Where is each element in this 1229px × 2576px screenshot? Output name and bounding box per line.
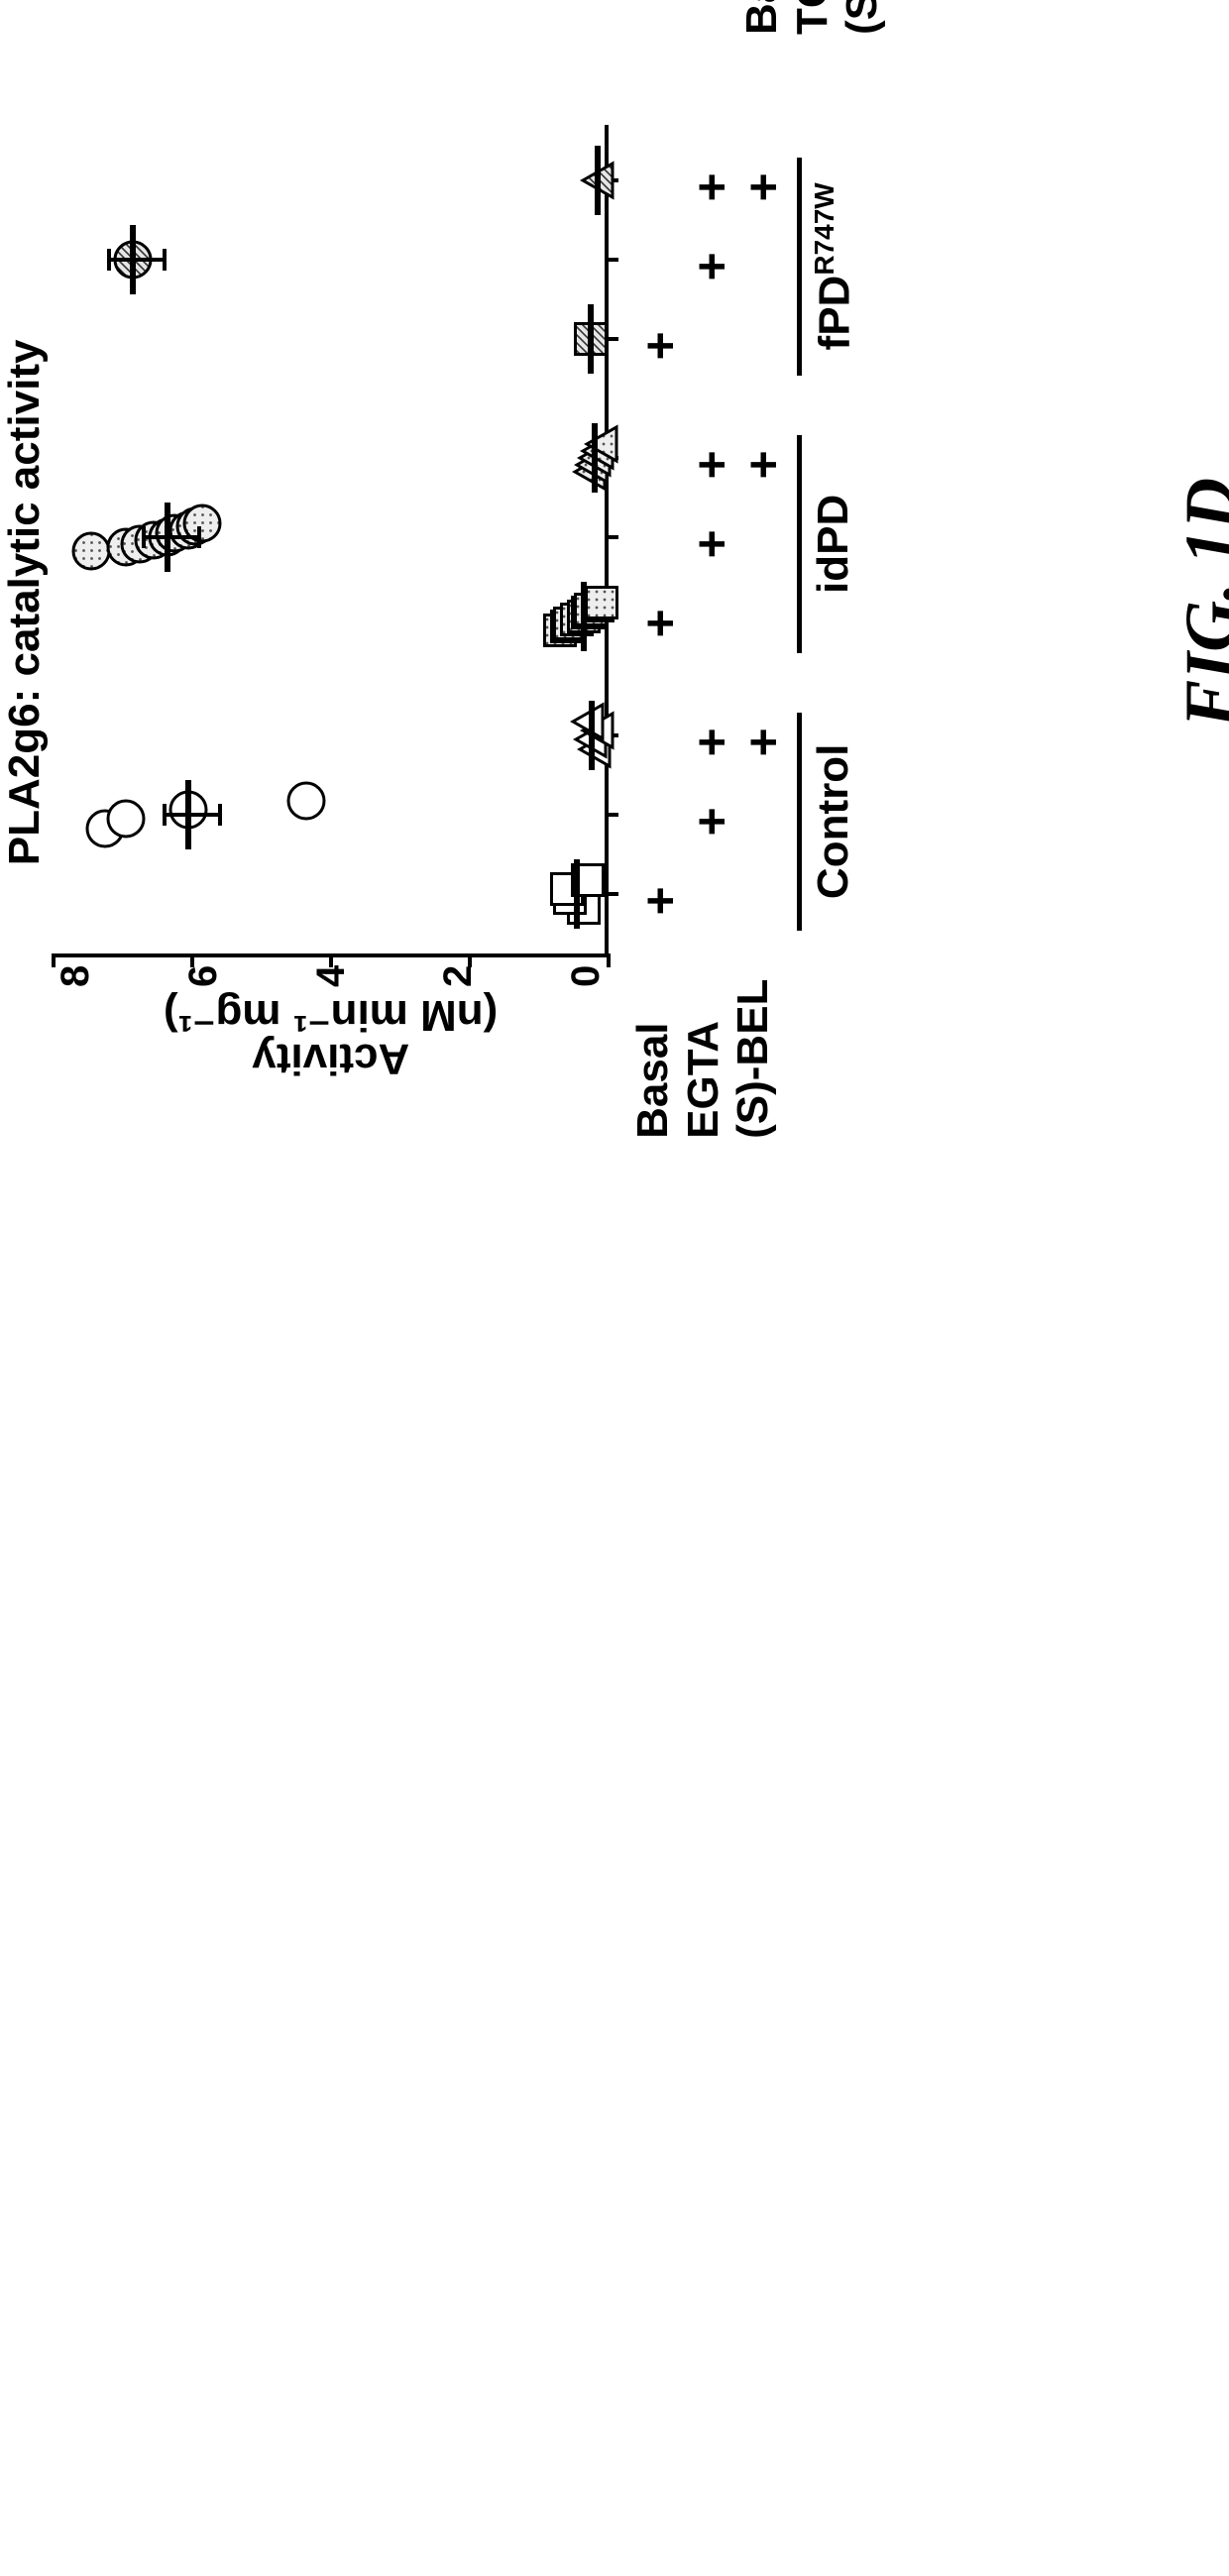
data-point: [287, 781, 326, 820]
median-line: [589, 701, 595, 770]
median-line: [588, 304, 594, 374]
condition-label: EGTA: [679, 960, 729, 1139]
condition-label: Basal: [628, 960, 679, 1139]
condition-plus: +: [631, 609, 689, 637]
condition-plus: +: [734, 728, 792, 756]
data-point: [584, 424, 619, 464]
ytick-label: 0: [564, 965, 609, 987]
condition-plus: +: [631, 886, 689, 915]
condition-label: (S)-BEL: [838, 0, 888, 35]
data-point: [585, 586, 618, 619]
ytick-label: 6: [181, 965, 226, 987]
median-line: [592, 423, 598, 493]
condition-plus: +: [683, 252, 740, 280]
condition-plus: +: [734, 172, 792, 201]
fig1d-conditions: BasalEGTA(S)-BEL++++++++++++ControlidPDf…: [628, 128, 902, 1139]
fig1d-title: PLA2g6: catalytic activity: [0, 340, 50, 866]
condition-label: (S)-BEL: [728, 960, 779, 1139]
ytick-label: 4: [309, 965, 354, 987]
median-line: [595, 146, 601, 215]
data-point: [72, 531, 111, 570]
condition-plus: +: [683, 807, 740, 836]
condition-plus: +: [683, 529, 740, 558]
condition-plus: +: [631, 331, 689, 360]
condition-label: TG: [788, 0, 838, 35]
condition-plus: +: [683, 728, 740, 756]
condition-plus: +: [734, 450, 792, 479]
group-label: idPD: [809, 495, 858, 594]
condition-label: Basal: [737, 0, 788, 35]
fig1d-plot: [54, 125, 609, 957]
fig1d-caption: FIG. 1D: [1170, 478, 1229, 728]
group-label: fPDR747W: [809, 182, 860, 350]
fig-1d-panel: PLA2g6: catalytic activity Activity (nM …: [0, 125, 1229, 1080]
data-point: [107, 800, 146, 839]
fig1e-conditions: BasalTG(S)-BEL++++++++++++ControlidPDfPD…: [737, 0, 1011, 35]
condition-plus: +: [683, 450, 740, 479]
condition-plus: +: [683, 172, 740, 201]
median-line: [574, 859, 580, 929]
median-line: [581, 582, 587, 651]
fig1d-ylabel: Activity (nM min⁻¹ mg⁻¹): [164, 993, 498, 1080]
ytick-label: 8: [54, 965, 98, 987]
data-point: [570, 702, 606, 741]
ytick-label: 2: [436, 965, 481, 987]
group-label: Control: [809, 744, 858, 899]
